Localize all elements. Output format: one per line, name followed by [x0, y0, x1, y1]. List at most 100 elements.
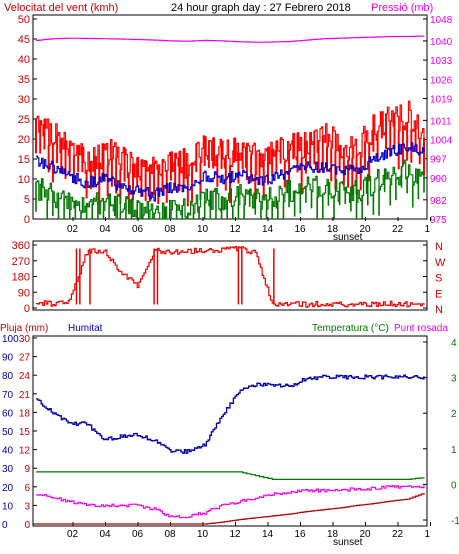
wind-y-tick-label: 20 [18, 134, 30, 146]
pressure-y-tick-label: 1033 [430, 56, 453, 67]
rain-y-tick-label: 3 [24, 501, 30, 512]
wind-y-tick-label: 40 [18, 54, 30, 66]
wind-y-tick-label: 45 [18, 34, 30, 46]
humidity-y-tick-label: 20 [2, 483, 14, 494]
wind-direction-line [36, 246, 425, 308]
pressure-y-tick-label: 1040 [430, 37, 453, 48]
temperature-y-tick-label: 2 [451, 409, 457, 420]
wind-axis-label: Velocitat del vent (kmh) [4, 2, 118, 14]
x-tick-label: 18 [327, 224, 339, 235]
temperature-y-tick-label: 4 [451, 338, 457, 349]
x-tick-label: 12 [230, 224, 242, 235]
temperature-y-tick-label: 3 [451, 374, 457, 385]
x-tick-label: 10 [197, 224, 209, 235]
direction-y-tick-label: 180 [12, 272, 30, 284]
wind-y-tick-label: 25 [18, 114, 30, 126]
bottom-panel-frame [32, 335, 428, 527]
x-tick-label: 02 [67, 529, 79, 540]
temperature-line [36, 471, 425, 480]
temperature-y-tick-label: 0 [451, 480, 457, 491]
humidity-y-tick-label: 40 [2, 446, 14, 457]
rain-y-tick-label: 6 [24, 483, 30, 494]
pressure-y-tick-label: 982 [430, 196, 447, 207]
wind-low-line [36, 159, 425, 220]
compass-label: N [435, 304, 443, 316]
x-tick-label: 1 [425, 529, 431, 540]
rain-y-tick-label: 24 [19, 371, 31, 382]
rain-y-tick-label: 21 [19, 390, 31, 401]
rain-y-tick-label: 27 [19, 353, 31, 364]
humidity-y-tick-label: 50 [2, 427, 14, 438]
temperature-y-tick-label: -1 [451, 516, 459, 527]
dew-point-line [36, 485, 425, 519]
pressure-y-tick-label: 1048 [430, 15, 453, 26]
temperature-label: Temperatura (°C) [312, 323, 389, 334]
wind-y-tick-label: 30 [18, 94, 30, 106]
humidity-y-tick-label: 0 [2, 520, 8, 531]
humidity-line [36, 374, 425, 454]
pressure-y-tick-label: 1011 [430, 116, 452, 127]
wind-y-tick-label: 0 [24, 214, 30, 226]
wind-y-tick-label: 35 [18, 74, 30, 86]
rain-axis-label: Pluja (mm) [0, 323, 48, 334]
rain-y-tick-label: 12 [19, 446, 31, 457]
rain-line [36, 493, 425, 525]
humidity-y-tick-label: 100 [2, 334, 19, 345]
x-tick-label: 04 [100, 224, 112, 235]
pressure-y-tick-label: 990 [430, 174, 447, 185]
humidity-y-tick-label: 10 [2, 501, 14, 512]
pressure-y-tick-label: 997 [430, 155, 447, 166]
direction-panel-series [36, 246, 425, 308]
x-tick-label: 06 [132, 529, 144, 540]
x-tick-label: 22 [392, 529, 404, 540]
pressure-axis-label: Pressió (mb) [371, 2, 433, 14]
wind-y-tick-label: 10 [18, 174, 30, 186]
compass-label: N [435, 241, 443, 253]
dew-point-label: Punt rosada [394, 323, 448, 334]
humidity-label: Humitat [68, 323, 103, 334]
pressure-y-tick-label: 1019 [430, 94, 453, 105]
chart-title: 24 hour graph day : 27 Febrero 2018 [171, 2, 351, 14]
rain-y-tick-label: 18 [19, 408, 31, 419]
compass-label: S [435, 273, 442, 285]
pressure-y-tick-label: 975 [430, 215, 447, 226]
humidity-y-tick-label: 60 [2, 408, 14, 419]
direction-y-tick-label: 360 [12, 240, 30, 252]
rain-y-tick-label: 0 [24, 520, 30, 531]
humidity-y-tick-label: 90 [2, 353, 14, 364]
x-tick-label: 06 [132, 224, 144, 235]
x-tick-label: 12 [230, 529, 242, 540]
sunset-label: sunset [333, 232, 363, 243]
rain-y-tick-label: 30 [19, 334, 31, 345]
rain-y-tick-label: 15 [19, 427, 31, 438]
top-panel-axes: 0510152025303540455097598299099710041011… [18, 14, 453, 243]
compass-label: W [435, 257, 446, 269]
direction-y-tick-label: 90 [18, 287, 30, 299]
x-tick-label: 04 [100, 529, 112, 540]
humidity-y-tick-label: 30 [2, 464, 14, 475]
x-tick-label: 1 [425, 224, 431, 235]
x-tick-label: 14 [262, 224, 274, 235]
wind-y-tick-label: 50 [18, 14, 30, 26]
pressure-line [36, 35, 425, 43]
pressure-y-tick-label: 1026 [430, 75, 453, 86]
x-tick-label: 14 [262, 529, 274, 540]
pressure-y-tick-label: 1004 [430, 136, 453, 147]
wind-y-tick-label: 5 [24, 194, 30, 206]
direction-y-tick-label: 270 [12, 256, 30, 268]
direction-y-tick-label: 0 [24, 303, 30, 315]
x-tick-label: 16 [295, 224, 307, 235]
x-tick-label: 08 [165, 529, 177, 540]
x-tick-label: 08 [165, 224, 177, 235]
x-tick-label: 02 [67, 224, 79, 235]
x-tick-label: 10 [197, 529, 209, 540]
x-tick-label: 20 [360, 529, 372, 540]
wind-average-line [36, 142, 425, 202]
top-panel-series [35, 35, 425, 220]
wind-gust-line [36, 100, 425, 181]
x-tick-label: 18 [327, 529, 339, 540]
humidity-y-tick-label: 70 [2, 390, 14, 401]
x-tick-label: 22 [392, 224, 404, 235]
